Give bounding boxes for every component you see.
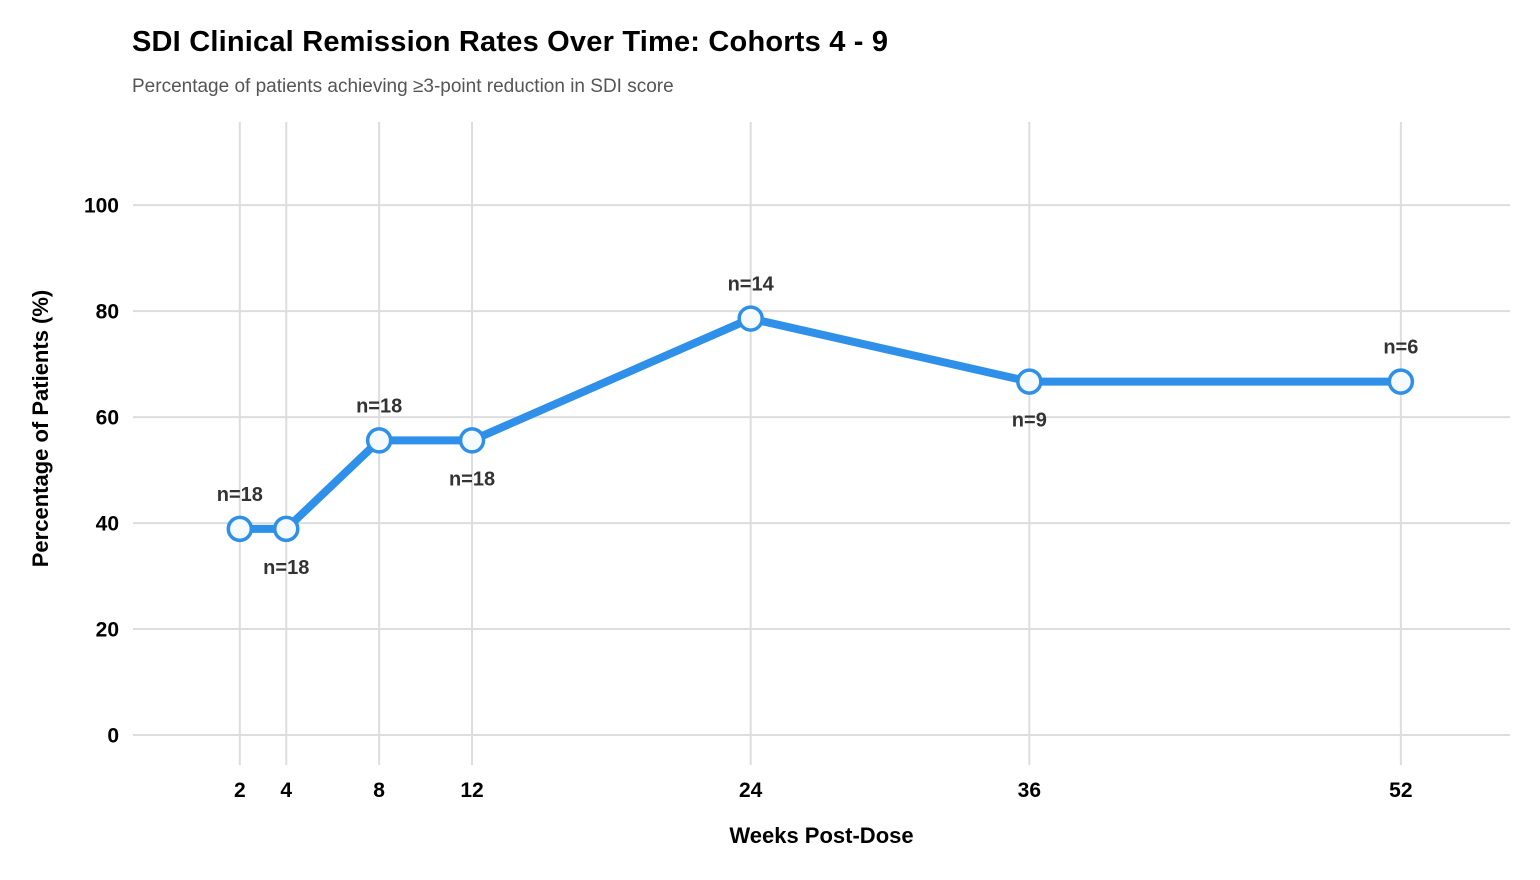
point-count-label: n=18: [217, 484, 263, 506]
point-count-label: n=18: [356, 395, 402, 417]
data-point-marker: [226, 515, 254, 543]
remission-rate-line: [235, 314, 1405, 533]
x-tick-label: 24: [739, 779, 763, 802]
data-point-marker: [1016, 368, 1043, 395]
data-point-marker: [458, 427, 486, 454]
x-tick-label: 12: [460, 779, 483, 802]
y-tick-label: 60: [96, 406, 119, 429]
point-count-label: n=9: [1012, 410, 1047, 432]
x-tick-label: 4: [280, 779, 292, 802]
y-tick-label: 0: [107, 724, 119, 747]
y-tick-label: 100: [84, 195, 119, 218]
point-count-label: n=18: [449, 468, 495, 490]
data-point-marker: [1387, 368, 1415, 395]
point-count-label: n=6: [1383, 337, 1418, 359]
data-point-marker: [273, 515, 300, 543]
point-count-label: n=14: [728, 274, 775, 296]
point-count-label: n=18: [263, 557, 309, 579]
x-tick-label: 52: [1389, 779, 1412, 802]
y-tick-label: 80: [96, 300, 119, 323]
y-axis-title: Percentage of Patients (%): [28, 290, 53, 568]
y-tick-label: 20: [96, 618, 119, 641]
y-tick-label: 40: [96, 512, 119, 535]
x-axis-title: Weeks Post-Dose: [729, 823, 913, 848]
data-point-marker: [365, 427, 393, 454]
x-tick-label: 8: [373, 779, 385, 802]
chart-title: SDI Clinical Remission Rates Over Time: …: [132, 26, 889, 58]
chart-subtitle: Percentage of patients achieving ≥3-poin…: [132, 76, 674, 97]
x-tick-label: 36: [1018, 779, 1041, 802]
data-point-marker: [737, 305, 764, 332]
x-tick-label: 2: [234, 779, 246, 802]
